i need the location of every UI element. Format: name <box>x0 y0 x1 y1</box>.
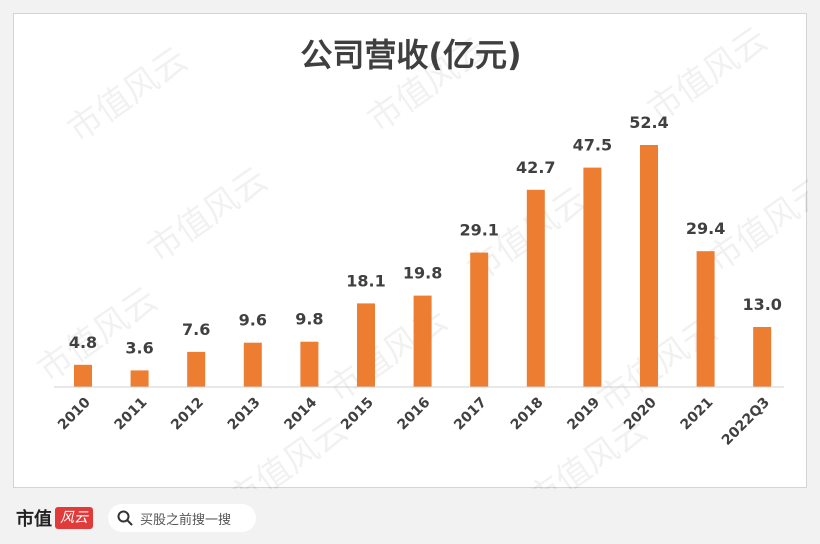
data-label-2014: 9.8 <box>295 310 323 329</box>
x-tick-2011: 2011 <box>112 395 151 434</box>
data-label-2018: 42.7 <box>516 158 555 177</box>
bar-2018 <box>526 189 545 387</box>
data-label-2010: 4.8 <box>69 333 97 352</box>
brand-badge: 风云 <box>55 507 93 529</box>
watermark-text: 市值风云 <box>321 300 455 411</box>
watermark-text: 市值风云 <box>61 40 195 151</box>
search-text: 买股之前搜一搜 <box>140 512 232 528</box>
data-label-2019: 47.5 <box>573 136 612 155</box>
data-label-2017: 29.1 <box>459 221 498 240</box>
data-label-2012: 7.6 <box>182 320 210 339</box>
data-label-2021: 29.4 <box>686 219 725 238</box>
bar-chart: 市值风云市值风云市值风云市值风云市值风云市值风云市值风云市值风云市值风云市值风云… <box>31 20 808 489</box>
data-label-2020: 52.4 <box>629 113 668 132</box>
bar-2016 <box>413 295 432 387</box>
bars-group: 4.8 3.6 7.6 9.6 9.8 18.1 19.8 29.1 42.7 47.5 52.4 2… <box>69 113 782 387</box>
x-tick-labels: 2010 2011 2012 2013 2014 2015 2016 2017 2018 2019… <box>55 394 773 448</box>
bar-2017 <box>470 252 489 387</box>
x-tick-2016: 2016 <box>395 395 434 434</box>
chart-card: 市值风云市值风云市值风云市值风云市值风云市值风云市值风云市值风云市值风云市值风云… <box>13 13 808 489</box>
bar-2022Q3 <box>753 327 772 387</box>
data-label-2011: 3.6 <box>125 338 153 357</box>
x-tick-2010: 2010 <box>55 394 94 433</box>
bar-2020 <box>640 145 658 387</box>
data-label-2015: 18.1 <box>346 271 385 290</box>
search-icon <box>117 510 133 526</box>
x-tick-2018: 2018 <box>508 395 547 434</box>
footer-bar: 市值 风云 买股之前搜一搜 <box>0 492 820 544</box>
bar-2010 <box>74 364 92 387</box>
x-tick-2022Q3: 2022Q3 <box>719 395 773 449</box>
bar-2021 <box>696 251 715 387</box>
brand-text: 市值 <box>16 509 52 530</box>
bar-2013 <box>243 342 262 387</box>
x-tick-2012: 2012 <box>168 395 207 434</box>
search-box[interactable]: 买股之前搜一搜 <box>108 504 256 532</box>
data-label-2022Q3: 13.0 <box>742 295 781 314</box>
bar-2015 <box>357 303 375 387</box>
bar-2011 <box>130 370 149 387</box>
chart-title: 公司营收(亿元) <box>300 36 521 74</box>
x-tick-2019: 2019 <box>564 395 603 434</box>
bar-2012 <box>187 351 206 387</box>
bar-2019 <box>583 167 602 387</box>
brand-logo: 市值 风云 <box>16 506 93 530</box>
data-label-2016: 19.8 <box>403 264 442 283</box>
watermark-text: 市值风云 <box>141 160 275 271</box>
bar-2014 <box>300 341 319 387</box>
x-tick-2017: 2017 <box>451 395 490 434</box>
x-tick-2021: 2021 <box>678 395 717 434</box>
x-tick-2013: 2013 <box>225 395 264 434</box>
data-label-2013: 9.6 <box>239 311 267 330</box>
